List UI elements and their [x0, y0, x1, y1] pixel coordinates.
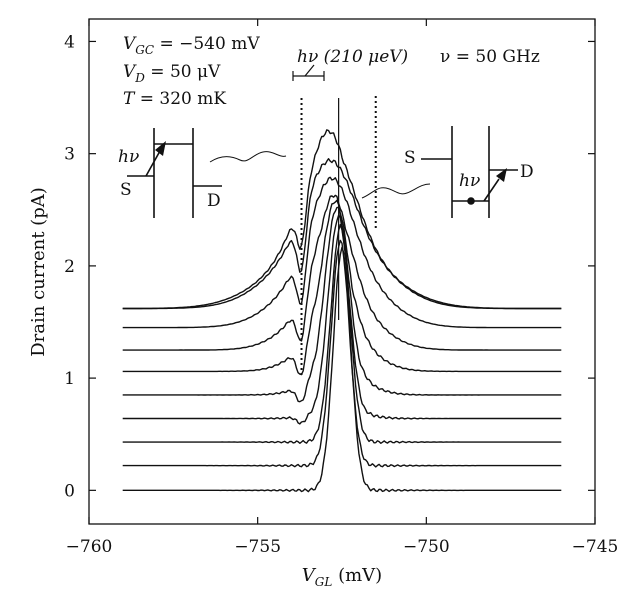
vd-annotation: VD = 50 μV	[123, 62, 221, 85]
series-line-8	[122, 176, 562, 329]
left-diagram-d-label: D	[207, 191, 221, 211]
left-diagram-hv-label: hν	[118, 147, 139, 167]
x-tick-label: −760	[66, 537, 113, 557]
right-diagram-s-label: S	[404, 148, 416, 168]
y-tick-label: 0	[64, 481, 75, 501]
series-line-5	[122, 206, 562, 403]
x-tick-label: −750	[403, 537, 450, 557]
y-tick-label: 1	[64, 369, 75, 389]
series-line-1	[122, 246, 562, 493]
photon-energy-label: hν (210 μeV)	[297, 47, 408, 67]
right-diagram-hv-label: hν	[459, 171, 480, 191]
x-tick-label: −755	[234, 537, 281, 557]
photon-energy-bracket	[292, 64, 325, 81]
vgc-annotation: VGC = −540 mV	[123, 34, 260, 57]
series-line-3	[122, 223, 562, 444]
series-line-6	[122, 199, 562, 376]
y-tick-label: 2	[64, 257, 75, 277]
left-arrow-head-icon	[155, 141, 166, 156]
series-line-10	[122, 129, 562, 310]
right-energy-diagram	[361, 126, 518, 218]
y-tick-label: 3	[64, 145, 75, 165]
series-group	[122, 129, 562, 493]
series-line-7	[122, 194, 562, 351]
right-diagram-d-label: D	[520, 162, 534, 182]
series-line-2	[122, 239, 562, 468]
y-tick-label: 4	[64, 32, 75, 52]
right-arrow-head-icon	[496, 168, 507, 182]
y-axis-label: Drain current (pA)	[28, 187, 49, 357]
plot-frame	[88, 18, 596, 525]
temperature-annotation: T = 320 mK	[123, 89, 226, 109]
electron-dot-icon	[467, 197, 475, 205]
axis-ticks: −760 −755 −750 −745 0 1 2 3 4	[64, 19, 618, 557]
left-energy-diagram	[127, 128, 287, 218]
x-axis-label: VGL (mV)	[302, 565, 382, 589]
frequency-label: ν = 50 GHz	[440, 47, 540, 67]
left-diagram-s-label: S	[120, 180, 132, 200]
x-tick-label: −745	[572, 537, 619, 557]
